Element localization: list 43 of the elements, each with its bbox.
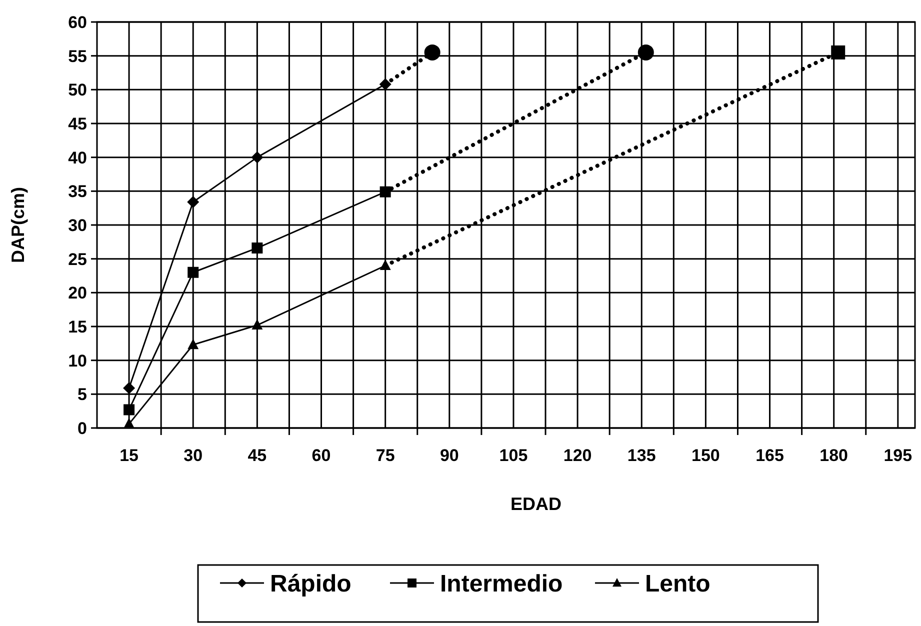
- y-tick-label: 0: [78, 418, 87, 438]
- y-tick-label: 50: [68, 80, 87, 100]
- point: [252, 242, 263, 254]
- y-tick-label: 30: [68, 216, 87, 235]
- y-tick-label: 40: [68, 148, 87, 168]
- point: [124, 418, 135, 428]
- y-tick-label: 25: [68, 250, 87, 269]
- x-tick-label: 180: [820, 446, 848, 465]
- point: [424, 44, 440, 60]
- x-tick-label: 195: [884, 446, 912, 465]
- x-axis-title: EDAD: [510, 494, 562, 514]
- x-tick-label: 120: [563, 446, 592, 465]
- x-tick-label: 45: [248, 446, 267, 465]
- y-axis-title: DAP(cm): [8, 186, 28, 264]
- point: [251, 151, 264, 164]
- point: [187, 196, 200, 208]
- y-tick-label: 10: [68, 351, 87, 370]
- y-tick-label: 35: [68, 182, 87, 202]
- x-tick-label: 75: [376, 446, 395, 465]
- y-tick-label: 20: [68, 284, 87, 303]
- x-tick-label: 135: [627, 446, 656, 465]
- x-tick-label: 15: [120, 446, 138, 465]
- x-tick-label: 30: [184, 446, 203, 465]
- y-tick-label: 15: [68, 317, 87, 336]
- x-tick-label: 150: [692, 446, 720, 465]
- x-tick-label: 60: [312, 446, 331, 465]
- y-tick-label: 5: [78, 385, 87, 404]
- y-tick-label: 55: [68, 46, 87, 66]
- point: [123, 382, 136, 394]
- x-tick-label: 105: [499, 446, 528, 465]
- legend-label: Lento: [645, 570, 710, 598]
- point: [638, 44, 654, 60]
- point: [124, 404, 135, 416]
- x-tick-label: 90: [440, 446, 459, 465]
- y-tick-label: 60: [68, 12, 87, 32]
- legend-label: Rápido: [270, 570, 352, 598]
- point: [188, 338, 199, 350]
- y-tick-label: 45: [68, 114, 87, 134]
- legend-label: Intermedio: [440, 570, 563, 598]
- point: [831, 45, 846, 60]
- x-tick-label: 165: [756, 446, 784, 465]
- point: [252, 319, 263, 330]
- point: [188, 266, 199, 278]
